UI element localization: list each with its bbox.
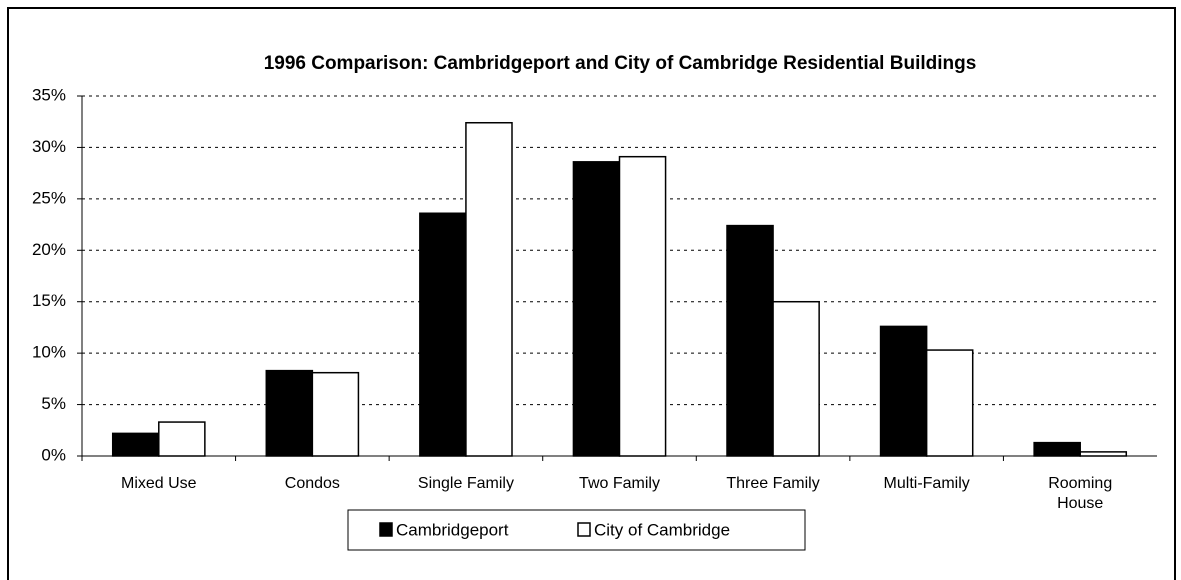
x-tick-label: Two Family (579, 475, 660, 492)
y-tick-label: 30% (32, 137, 66, 156)
bar (419, 212, 467, 457)
legend-swatch (577, 522, 591, 537)
legend-label: City of Cambridge (594, 520, 730, 539)
bar (465, 121, 513, 457)
bar (158, 421, 206, 457)
bar (1079, 451, 1128, 457)
y-tick-label: 15% (32, 291, 66, 310)
x-tick-label: Three Family (726, 475, 820, 492)
legend-swatch (379, 522, 393, 537)
bar (111, 432, 160, 457)
chart-title: 1996 Comparison: Cambridgeport and City … (264, 53, 977, 74)
y-tick-label: 20% (32, 240, 66, 259)
legend-box (347, 509, 806, 551)
y-tick-label: 5% (41, 394, 66, 413)
y-tick-label: 10% (32, 343, 66, 362)
bar (618, 155, 667, 457)
bar (726, 224, 774, 457)
x-tick-label: Single Family (417, 475, 514, 492)
bar (572, 161, 621, 457)
bar (925, 349, 974, 457)
frame (7, 7, 1176, 580)
bar (265, 369, 314, 457)
x-tick-label: Mixed Use (120, 475, 197, 492)
x-tick-label: Condos (284, 475, 340, 492)
bar (772, 300, 820, 457)
x-tick-label: Multi-Family (883, 475, 970, 492)
legend-label: Cambridgeport (396, 520, 509, 539)
y-tick-label: 35% (32, 85, 66, 104)
bar (1033, 441, 1081, 457)
bar (879, 325, 928, 457)
x-tick-label: Rooming House (1048, 475, 1113, 512)
y-tick-label: 25% (32, 188, 66, 207)
bar (311, 371, 360, 457)
y-tick-label: 0% (41, 445, 66, 464)
